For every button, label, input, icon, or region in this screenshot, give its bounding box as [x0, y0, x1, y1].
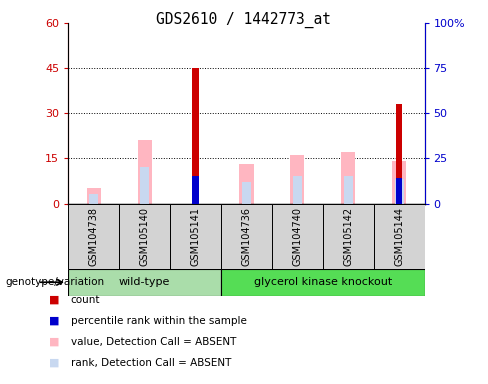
Bar [138, 141, 152, 204]
Bar [293, 177, 302, 204]
Bar [68, 204, 119, 269]
Text: ■: ■ [49, 316, 60, 326]
Text: GSM104740: GSM104740 [292, 207, 303, 266]
Bar [272, 204, 323, 269]
Text: ■: ■ [49, 295, 60, 305]
Bar [396, 104, 402, 204]
Bar [192, 68, 199, 204]
Text: value, Detection Call = ABSENT: value, Detection Call = ABSENT [71, 337, 236, 347]
Text: GSM104736: GSM104736 [242, 207, 251, 266]
Bar [239, 164, 254, 204]
Bar [68, 269, 221, 296]
Text: ■: ■ [49, 337, 60, 347]
Bar [89, 195, 99, 204]
Text: GSM105141: GSM105141 [190, 207, 201, 266]
Bar [221, 204, 272, 269]
Text: GDS2610 / 1442773_at: GDS2610 / 1442773_at [157, 12, 331, 28]
Bar [392, 161, 406, 204]
Bar [341, 152, 355, 204]
Text: percentile rank within the sample: percentile rank within the sample [71, 316, 246, 326]
Text: wild-type: wild-type [119, 277, 170, 287]
Bar [344, 177, 353, 204]
Bar [394, 179, 404, 204]
Text: glycerol kinase knockout: glycerol kinase knockout [254, 277, 392, 287]
Text: rank, Detection Call = ABSENT: rank, Detection Call = ABSENT [71, 358, 231, 368]
Bar [140, 167, 149, 204]
Bar [242, 182, 251, 204]
Text: count: count [71, 295, 100, 305]
Bar [87, 189, 101, 204]
Bar [290, 156, 305, 204]
Text: GSM105142: GSM105142 [343, 207, 353, 266]
Bar [221, 269, 425, 296]
Text: genotype/variation: genotype/variation [5, 277, 104, 287]
Bar [374, 204, 425, 269]
Text: GSM104738: GSM104738 [89, 207, 99, 266]
Bar [323, 204, 374, 269]
Bar [119, 204, 170, 269]
Bar [396, 178, 402, 204]
Text: GSM105140: GSM105140 [140, 207, 150, 266]
Bar [170, 204, 221, 269]
Text: ■: ■ [49, 358, 60, 368]
Text: GSM105144: GSM105144 [394, 207, 404, 266]
Bar [192, 177, 199, 204]
